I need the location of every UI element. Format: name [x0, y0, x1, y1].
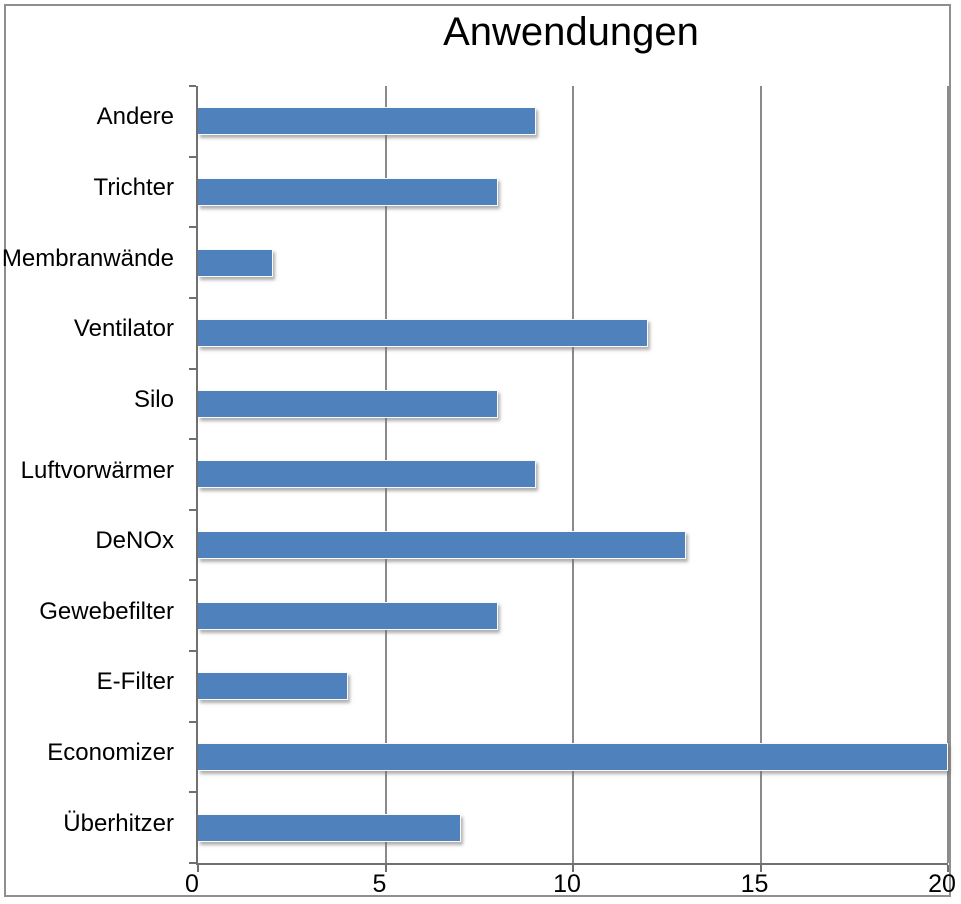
gridline-x-15 — [759, 86, 762, 863]
bar-row — [198, 369, 948, 440]
category-label-DeNOx: DeNOx — [95, 527, 174, 555]
bar-Trichter — [198, 177, 498, 206]
bar-row — [198, 298, 948, 369]
category-label-Trichter: Trichter — [93, 173, 174, 201]
y-axis-tick — [189, 438, 196, 441]
x-axis-label-10: 10 — [553, 870, 581, 898]
x-axis-label-15: 15 — [740, 870, 769, 898]
bar-row — [198, 86, 948, 157]
category-label-E-Filter: E-Filter — [96, 668, 174, 696]
y-axis-tick — [189, 862, 196, 864]
gridline-x-10 — [572, 86, 574, 863]
x-axis-tick-15 — [759, 865, 762, 872]
bar-Luftvorwärmer — [198, 460, 536, 489]
y-axis-tick — [189, 367, 196, 370]
chart-title: Anwendungen — [443, 10, 699, 54]
bar-Ventilator — [198, 319, 648, 348]
y-axis-tick — [189, 296, 196, 299]
bar-row — [198, 510, 948, 581]
category-label-Gewebefilter: Gewebefilter — [39, 597, 174, 625]
category-label-Silo: Silo — [133, 385, 174, 413]
y-axis-tick — [189, 650, 196, 653]
bar-Gewebefilter — [198, 601, 498, 630]
bar-DeNOx — [198, 531, 686, 560]
bar-row — [198, 792, 948, 863]
y-axis-tick — [189, 85, 196, 87]
chart-frame: Anwendungen Andere Trichter Membranwände Ve… — [2, 4, 956, 898]
bar-Andere — [198, 107, 536, 136]
bar-Überhitzer — [198, 813, 461, 842]
category-label-Andere: Andere — [96, 103, 174, 131]
bar-Economizer — [198, 743, 948, 772]
x-axis-label-0: 0 — [185, 870, 199, 898]
bar-row — [198, 439, 948, 510]
category-label-Membranwände: Membranwände — [1, 244, 174, 272]
gridline-x-20 — [947, 86, 949, 863]
x-axis-tick-5 — [384, 865, 387, 872]
bar-Membranwände — [198, 248, 273, 277]
bar-row — [198, 651, 948, 722]
category-label-Luftvorwärmer: Luftvorwärmer — [20, 456, 174, 484]
bar-row — [198, 580, 948, 651]
bar-row — [198, 157, 948, 228]
x-axis-label-20: 20 — [928, 870, 956, 898]
x-axis-tick-10 — [572, 865, 574, 872]
x-axis-label-5: 5 — [372, 870, 387, 898]
category-label-Economizer: Economizer — [47, 739, 174, 767]
category-label-Ventilator: Ventilator — [73, 315, 174, 343]
y-axis-tick — [189, 720, 196, 723]
y-axis-tick — [189, 579, 196, 582]
bar-E-Filter — [198, 672, 348, 701]
bar-row — [198, 227, 948, 298]
category-label-Überhitzer: Überhitzer — [63, 809, 174, 837]
y-axis-tick — [189, 155, 196, 158]
bar-Silo — [198, 389, 498, 418]
y-axis-tick — [189, 508, 196, 511]
x-axis-tick-20 — [947, 865, 949, 872]
y-axis-tick — [189, 791, 196, 794]
plot-area — [189, 85, 949, 872]
y-axis-tick — [189, 226, 196, 229]
x-axis-tick-0 — [197, 865, 199, 872]
bar-row — [198, 722, 948, 793]
